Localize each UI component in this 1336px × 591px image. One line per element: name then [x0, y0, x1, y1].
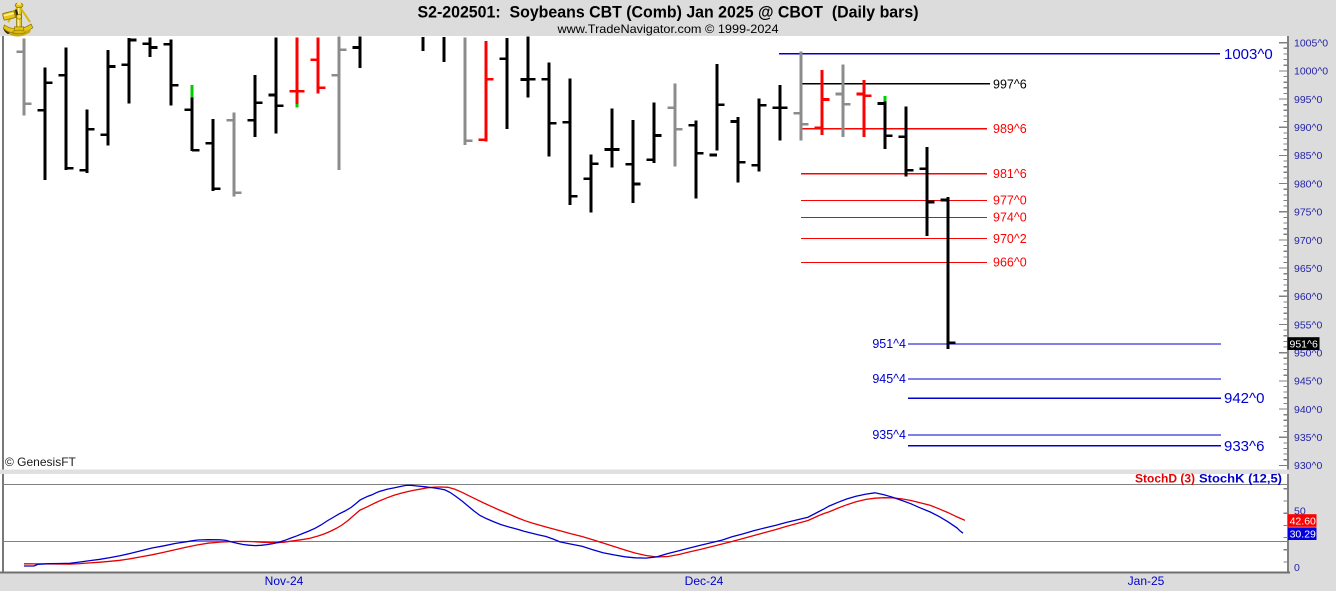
svg-text:933^6: 933^6	[1224, 438, 1264, 455]
svg-text:995^0: 995^0	[1294, 94, 1322, 106]
svg-text:951^6: 951^6	[1290, 338, 1318, 350]
svg-text:935^4: 935^4	[872, 428, 906, 442]
svg-text:990^0: 990^0	[1294, 122, 1322, 134]
svg-text:1005^0: 1005^0	[1294, 38, 1328, 50]
svg-text:951^4: 951^4	[872, 337, 906, 351]
svg-text:1000^0: 1000^0	[1294, 66, 1328, 78]
svg-text:StochK (12,5): StochK (12,5)	[1199, 472, 1282, 486]
svg-text:942^0: 942^0	[1224, 390, 1264, 407]
svg-text:970^0: 970^0	[1294, 235, 1322, 247]
svg-text:Jan-25: Jan-25	[1128, 574, 1165, 588]
svg-text:1003^0: 1003^0	[1224, 46, 1273, 63]
svg-text:930^0: 930^0	[1294, 460, 1322, 472]
svg-text:StochD (3): StochD (3)	[1135, 472, 1195, 486]
svg-text:970^2: 970^2	[993, 232, 1027, 246]
svg-text:50: 50	[1294, 506, 1306, 518]
svg-text:950^0: 950^0	[1294, 348, 1322, 360]
svg-text:0: 0	[1294, 562, 1300, 574]
svg-text:965^0: 965^0	[1294, 263, 1322, 275]
svg-text:Nov-24: Nov-24	[265, 574, 304, 588]
svg-text:997^6: 997^6	[993, 77, 1027, 91]
svg-text:Dec-24: Dec-24	[685, 574, 724, 588]
svg-text:980^0: 980^0	[1294, 178, 1322, 190]
svg-text:960^0: 960^0	[1294, 291, 1322, 303]
svg-text:989^6: 989^6	[993, 122, 1027, 136]
svg-text:977^0: 977^0	[993, 194, 1027, 208]
svg-text:S2-202501: Soybeans CBT (Comb: S2-202501: Soybeans CBT (Comb) Jan 2025 …	[418, 3, 919, 22]
svg-text:981^6: 981^6	[993, 167, 1027, 181]
svg-text:www.TradeNavigator.com © 1999-: www.TradeNavigator.com © 1999-2024	[556, 22, 778, 36]
svg-text:© GenesisFT: © GenesisFT	[5, 455, 77, 469]
svg-text:940^0: 940^0	[1294, 404, 1322, 416]
svg-text:30.29: 30.29	[1290, 529, 1316, 541]
svg-text:974^0: 974^0	[993, 211, 1027, 225]
svg-text:966^0: 966^0	[993, 256, 1027, 270]
svg-text:955^0: 955^0	[1294, 319, 1322, 331]
svg-text:945^4: 945^4	[872, 372, 906, 386]
svg-text:975^0: 975^0	[1294, 207, 1322, 219]
svg-text:42.60: 42.60	[1290, 515, 1316, 527]
svg-text:985^0: 985^0	[1294, 150, 1322, 162]
svg-text:935^0: 935^0	[1294, 432, 1322, 444]
svg-text:945^0: 945^0	[1294, 376, 1322, 388]
